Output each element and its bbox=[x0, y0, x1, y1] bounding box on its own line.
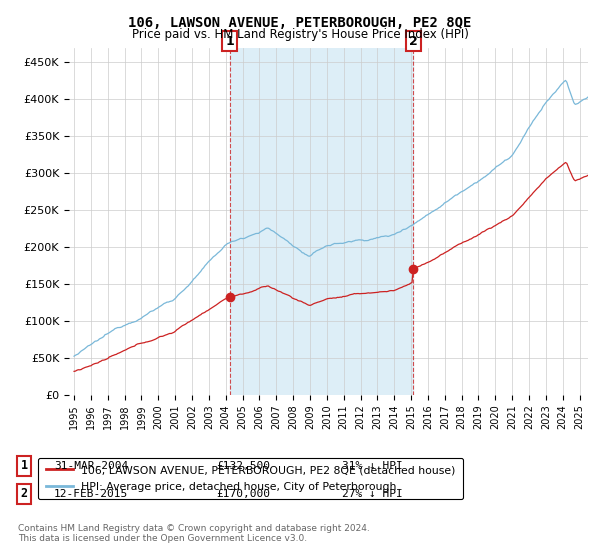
Text: 31% ↓ HPI: 31% ↓ HPI bbox=[342, 461, 403, 471]
Text: 2: 2 bbox=[20, 487, 28, 501]
Text: £170,000: £170,000 bbox=[216, 489, 270, 499]
Text: 31-MAR-2004: 31-MAR-2004 bbox=[54, 461, 128, 471]
Legend: 106, LAWSON AVENUE, PETERBOROUGH, PE2 8QE (detached house), HPI: Average price, : 106, LAWSON AVENUE, PETERBOROUGH, PE2 8Q… bbox=[38, 458, 463, 499]
Text: 1: 1 bbox=[20, 459, 28, 473]
Text: 2: 2 bbox=[409, 35, 418, 48]
Text: 1: 1 bbox=[226, 35, 234, 48]
Text: £132,500: £132,500 bbox=[216, 461, 270, 471]
Text: Contains HM Land Registry data © Crown copyright and database right 2024.
This d: Contains HM Land Registry data © Crown c… bbox=[18, 524, 370, 543]
Text: 106, LAWSON AVENUE, PETERBOROUGH, PE2 8QE: 106, LAWSON AVENUE, PETERBOROUGH, PE2 8Q… bbox=[128, 16, 472, 30]
Text: 27% ↓ HPI: 27% ↓ HPI bbox=[342, 489, 403, 499]
Bar bbox=[230, 48, 413, 395]
Text: 12-FEB-2015: 12-FEB-2015 bbox=[54, 489, 128, 499]
Text: Price paid vs. HM Land Registry's House Price Index (HPI): Price paid vs. HM Land Registry's House … bbox=[131, 28, 469, 41]
